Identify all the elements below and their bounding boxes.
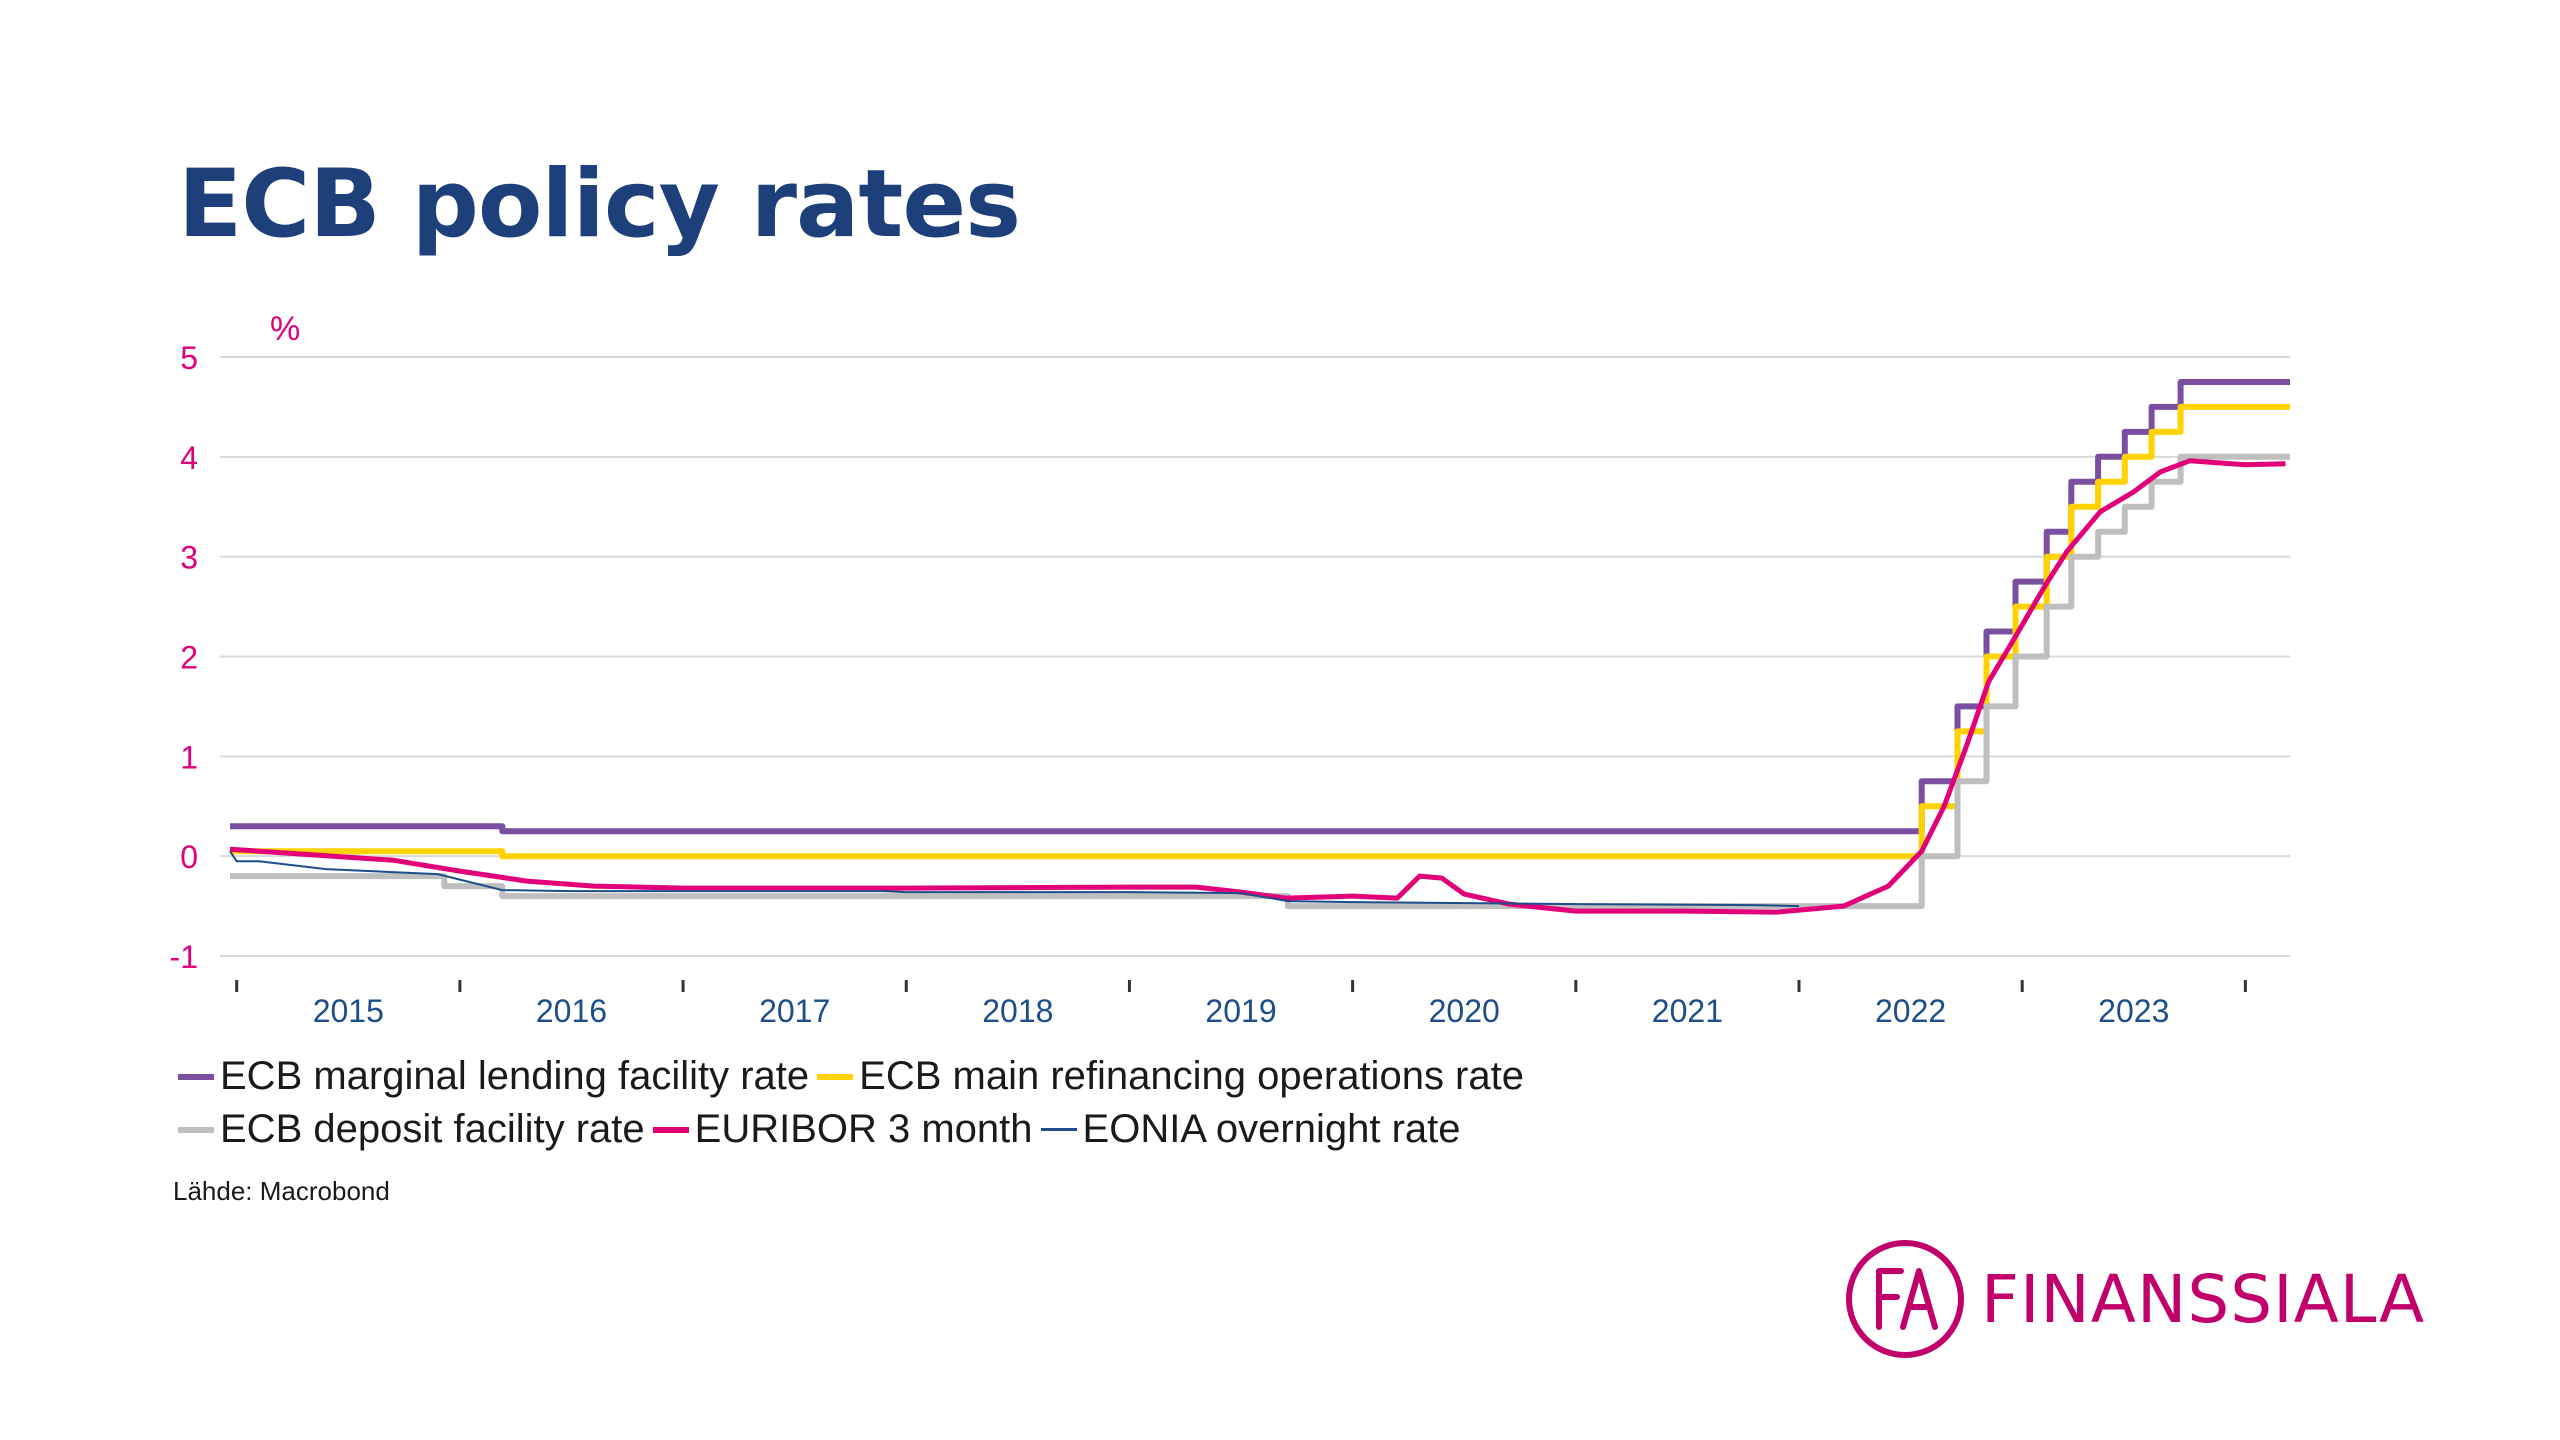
legend-label: ECB deposit facility rate xyxy=(220,1107,645,1151)
x-tick-label: 2018 xyxy=(982,993,1053,1029)
x-tick-label: 2023 xyxy=(2098,993,2169,1029)
x-tick-label: 2017 xyxy=(759,993,830,1029)
legend-swatch xyxy=(1040,1128,1077,1131)
x-tick-label: 2022 xyxy=(1875,993,1946,1029)
y-tick-label: 3 xyxy=(180,540,198,576)
y-tick-label: 4 xyxy=(180,440,198,476)
series-line xyxy=(229,850,1800,908)
x-tick-label: 2020 xyxy=(1429,993,1500,1029)
chart-legend: ECB marginal lending facility rate ECB m… xyxy=(178,1050,1532,1156)
x-tick-label: 2021 xyxy=(1652,993,1723,1029)
y-tick-label: 5 xyxy=(180,340,198,376)
legend-item: EURIBOR 3 month xyxy=(652,1103,1033,1156)
x-tick-label: 2016 xyxy=(536,993,607,1029)
y-tick-label: -1 xyxy=(170,939,198,975)
x-tick-label: 2015 xyxy=(313,993,384,1029)
legend-label: ECB main refinancing operations rate xyxy=(859,1054,1524,1098)
legend-swatch xyxy=(817,1073,854,1080)
y-tick-label: 0 xyxy=(180,839,198,875)
legend-item: ECB main refinancing operations rate xyxy=(817,1050,1524,1103)
legend-label: ECB marginal lending facility rate xyxy=(220,1054,810,1098)
line-chart: 5 4 3 2 1 0 -1% 2015 2016 2017 2018 2019 2020 2021 202… xyxy=(170,310,2290,1029)
slide-title: ECB policy rates xyxy=(178,150,1021,259)
source-note: Lähde: Macrobond xyxy=(173,1176,390,1206)
y-tick-label: 2 xyxy=(180,640,198,676)
finanssiala-logo[interactable]: FINANSSIALA xyxy=(1843,1237,2425,1361)
series-line xyxy=(229,458,2286,915)
fa-monogram-icon xyxy=(1846,1240,1964,1358)
legend-swatch xyxy=(178,1126,214,1133)
legend-item: EONIA overnight rate xyxy=(1040,1103,1461,1156)
x-tick-label: 2019 xyxy=(1205,993,1276,1029)
legend-label: EONIA overnight rate xyxy=(1082,1107,1461,1151)
y-tick-label: 1 xyxy=(180,739,198,775)
series-line xyxy=(230,453,2290,910)
series-line xyxy=(230,403,2290,860)
legend-item: ECB marginal lending facility rate xyxy=(178,1050,809,1103)
legend-swatch xyxy=(178,1073,214,1080)
legend-item: ECB deposit facility rate xyxy=(178,1103,645,1156)
series-line xyxy=(230,379,2290,835)
legend-label: EURIBOR 3 month xyxy=(694,1107,1033,1151)
logo-text: FINANSSIALA xyxy=(1981,1260,2426,1338)
legend-swatch xyxy=(652,1126,689,1133)
y-axis-unit: % xyxy=(270,310,300,348)
